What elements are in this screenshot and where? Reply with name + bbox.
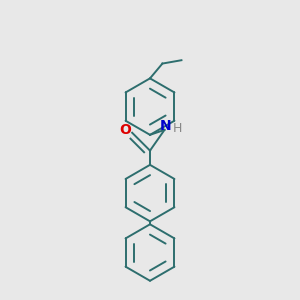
Text: N: N bbox=[160, 119, 172, 133]
Text: H: H bbox=[172, 122, 182, 135]
Text: O: O bbox=[120, 123, 131, 137]
